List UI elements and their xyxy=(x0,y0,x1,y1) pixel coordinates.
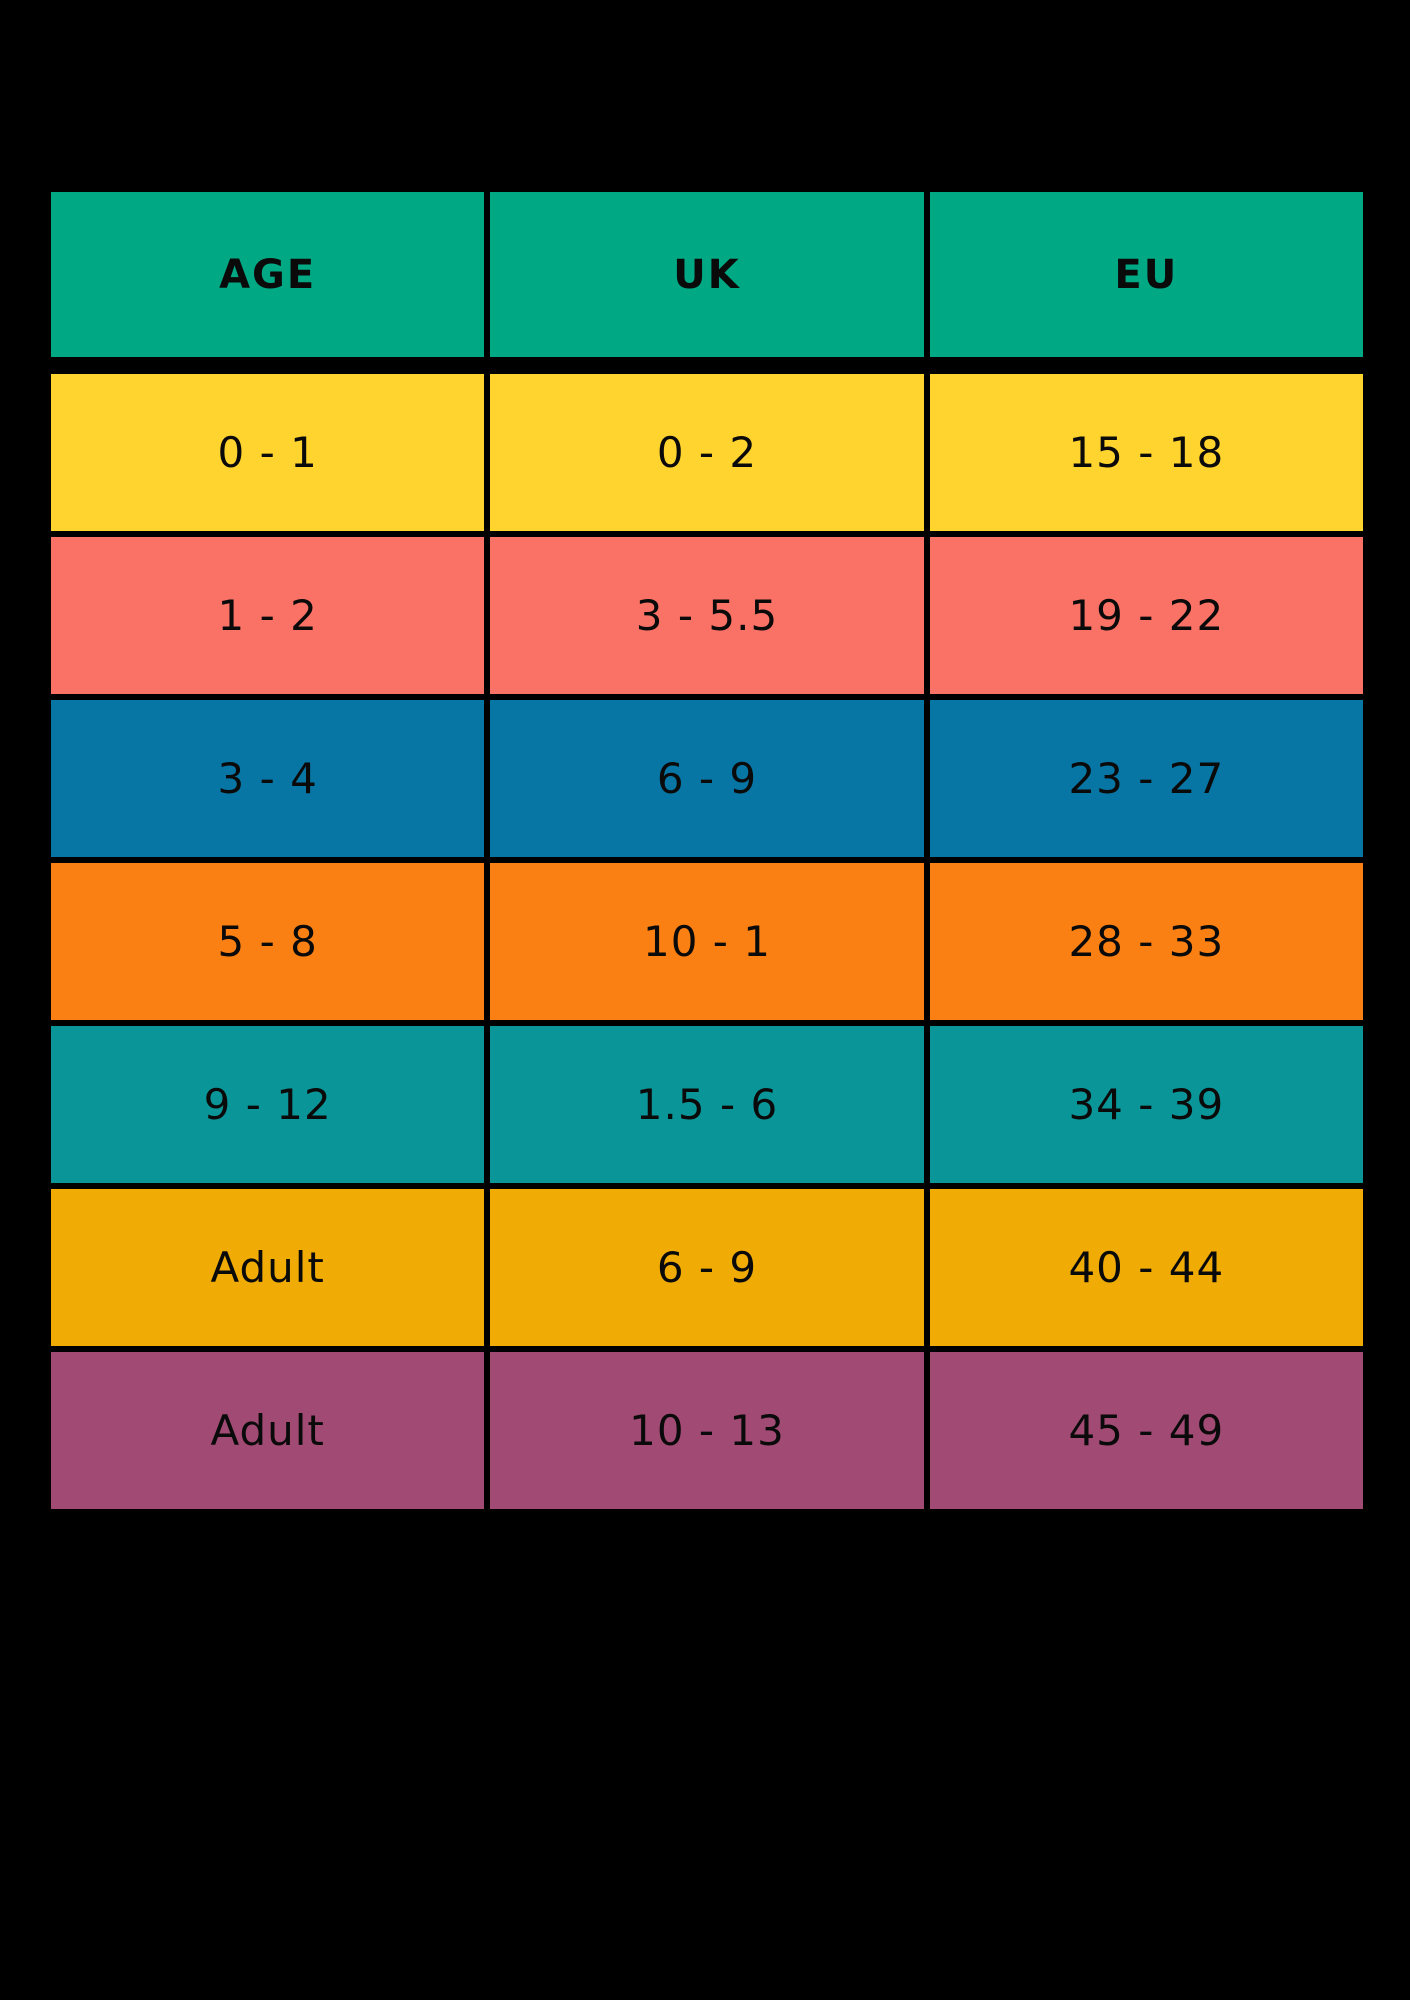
table-cell-age: 1 - 2 xyxy=(51,537,485,694)
table-row: 9 - 12 1.5 - 6 34 - 39 xyxy=(51,1026,1363,1183)
table-cell-age: Adult xyxy=(51,1352,485,1509)
size-chart-table: AGE UK EU 0 - 1 0 - 2 15 - 18 1 - 2 3 - … xyxy=(51,192,1363,1509)
table-cell-age: 0 - 1 xyxy=(51,374,485,531)
table-cell-uk: 1.5 - 6 xyxy=(490,1026,924,1183)
table-row: 3 - 4 6 - 9 23 - 27 xyxy=(51,700,1363,857)
table-cell-uk: 0 - 2 xyxy=(490,374,924,531)
table-cell-eu: 23 - 27 xyxy=(929,700,1363,857)
table-cell-age: 3 - 4 xyxy=(51,700,485,857)
table-cell-uk: 3 - 5.5 xyxy=(490,537,924,694)
table-cell-eu: 15 - 18 xyxy=(929,374,1363,531)
table-row: 1 - 2 3 - 5.5 19 - 22 xyxy=(51,537,1363,694)
table-cell-eu: 28 - 33 xyxy=(929,863,1363,1020)
table-cell-age: 9 - 12 xyxy=(51,1026,485,1183)
header-cell-age: AGE xyxy=(51,192,485,357)
table-cell-uk: 10 - 1 xyxy=(490,863,924,1020)
table-cell-uk: 10 - 13 xyxy=(490,1352,924,1509)
header-cell-eu: EU xyxy=(929,192,1363,357)
table-cell-uk: 6 - 9 xyxy=(490,700,924,857)
table-row: 5 - 8 10 - 1 28 - 33 xyxy=(51,863,1363,1020)
table-row: 0 - 1 0 - 2 15 - 18 xyxy=(51,374,1363,531)
table-cell-age: 5 - 8 xyxy=(51,863,485,1020)
table-cell-eu: 40 - 44 xyxy=(929,1189,1363,1346)
table-cell-eu: 34 - 39 xyxy=(929,1026,1363,1183)
header-row: AGE UK EU xyxy=(51,192,1363,357)
table-cell-eu: 45 - 49 xyxy=(929,1352,1363,1509)
table-cell-age: Adult xyxy=(51,1189,485,1346)
table-row: Adult 10 - 13 45 - 49 xyxy=(51,1352,1363,1509)
table-cell-eu: 19 - 22 xyxy=(929,537,1363,694)
table-cell-uk: 6 - 9 xyxy=(490,1189,924,1346)
header-cell-uk: UK xyxy=(490,192,924,357)
table-row: Adult 6 - 9 40 - 44 xyxy=(51,1189,1363,1346)
